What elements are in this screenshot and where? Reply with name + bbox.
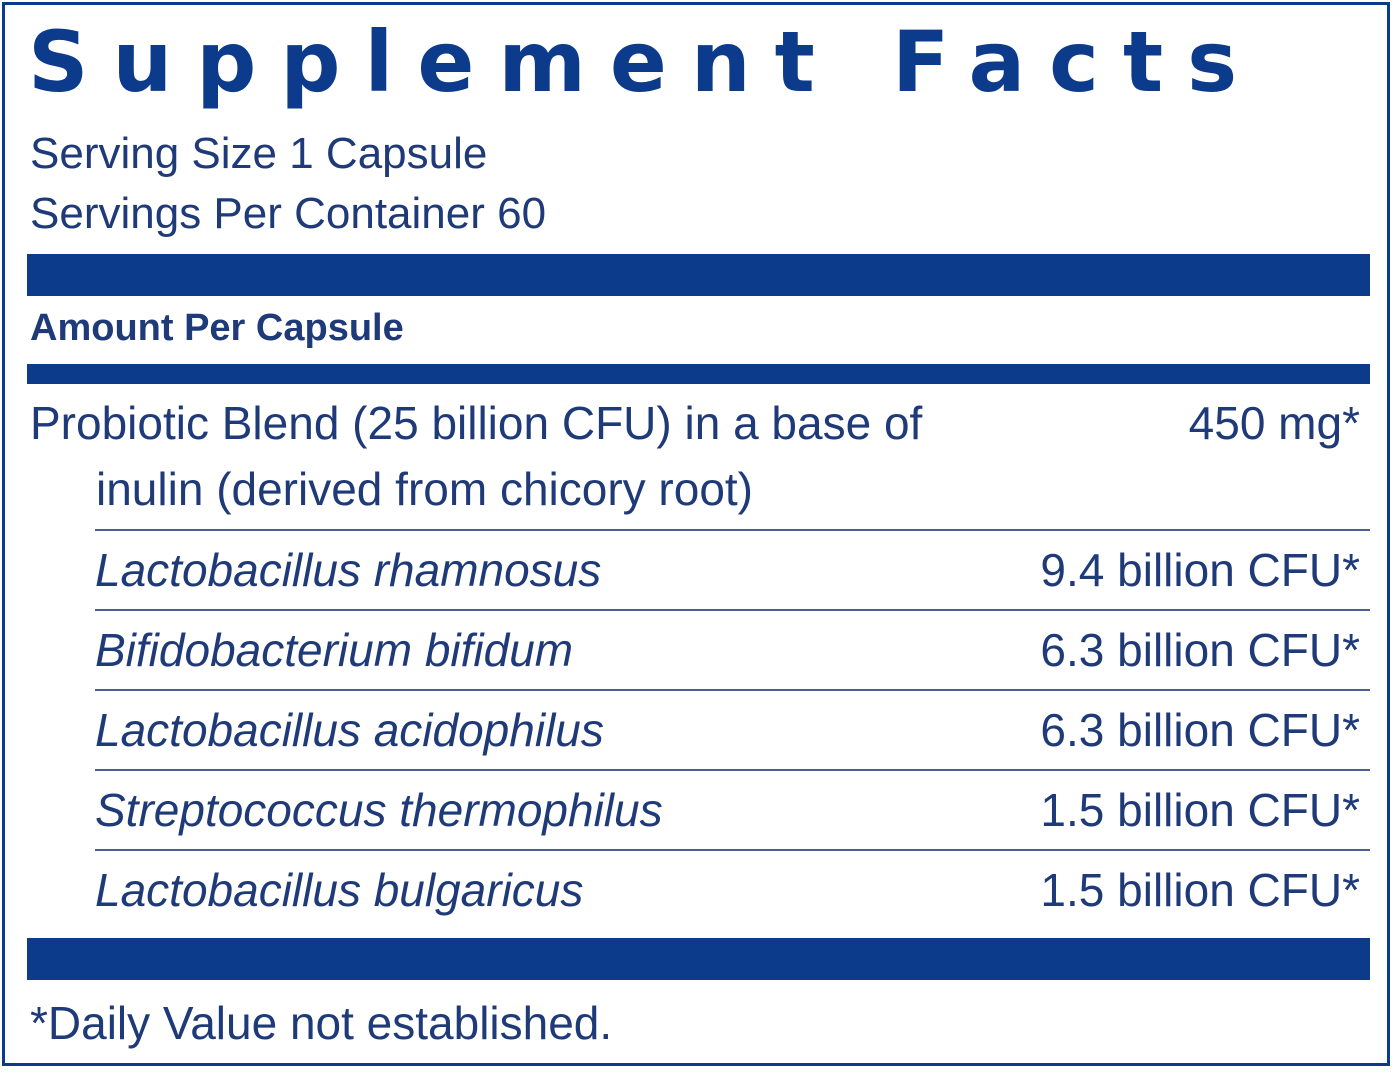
ingredient-row: Lactobacillus rhamnosus 9.4 billion CFU* <box>95 529 1370 609</box>
ingredient-amount: 9.4 billion CFU* <box>1040 544 1360 596</box>
ingredient-name: Lactobacillus bulgaricus <box>95 864 584 916</box>
ingredient-row: Lactobacillus acidophilus 6.3 billion CF… <box>95 689 1370 769</box>
ingredient-name: Bifidobacterium bifidum <box>95 624 574 676</box>
panel-title: Supplement Facts <box>28 13 1262 111</box>
serving-size: Serving Size 1 Capsule <box>30 129 488 178</box>
ingredient-amount: 1.5 billion CFU* <box>1040 784 1360 836</box>
ingredient-amount: 1.5 billion CFU* <box>1040 864 1360 916</box>
servings-per-container: Servings Per Container 60 <box>30 189 547 238</box>
ingredient-row: Lactobacillus bulgaricus 1.5 billion CFU… <box>95 849 1370 929</box>
blend-name-line1: Probiotic Blend (25 billion CFU) in a ba… <box>30 397 923 449</box>
daily-value-footnote: *Daily Value not established. <box>30 997 613 1049</box>
amount-per-capsule-header: Amount Per Capsule <box>30 307 404 349</box>
ingredient-name: Lactobacillus rhamnosus <box>95 544 602 596</box>
thick-divider-bottom <box>27 938 1370 980</box>
ingredient-name: Streptococcus thermophilus <box>95 784 663 836</box>
ingredient-row: Bifidobacterium bifidum 6.3 billion CFU* <box>95 609 1370 689</box>
thick-divider-top <box>27 254 1370 296</box>
ingredient-row: Streptococcus thermophilus 1.5 billion C… <box>95 769 1370 849</box>
ingredient-amount: 6.3 billion CFU* <box>1040 624 1360 676</box>
ingredient-amount: 6.3 billion CFU* <box>1040 704 1360 756</box>
ingredient-name: Lactobacillus acidophilus <box>95 704 604 756</box>
divider-under-header <box>27 364 1370 384</box>
probiotic-blend-amount: 450 mg* <box>1188 397 1360 449</box>
probiotic-blend-name: Probiotic Blend (25 billion CFU) in a ba… <box>30 390 1030 522</box>
blend-name-line2: inulin (derived from chicory root) <box>96 463 754 515</box>
ingredient-list: Lactobacillus rhamnosus 9.4 billion CFU*… <box>95 529 1370 929</box>
